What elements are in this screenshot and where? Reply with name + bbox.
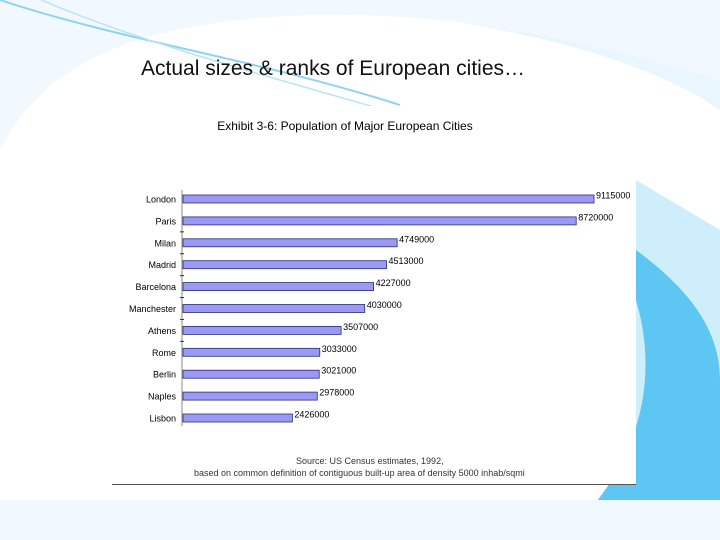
data-label: 4513000 [388, 256, 423, 266]
data-label: 4030000 [367, 300, 402, 310]
data-label: 3021000 [321, 366, 356, 376]
decorative-curve-line [0, 0, 401, 106]
category-label: London [146, 195, 176, 205]
category-label: Rome [152, 348, 176, 358]
bar [182, 325, 342, 335]
category-label: Berlin [153, 370, 176, 380]
light-bottom-band [0, 500, 720, 540]
population-bar-chart: Exhibit 3-6: Population of Major Europea… [129, 119, 630, 478]
bar [182, 282, 374, 292]
category-label: Lisbon [149, 414, 176, 424]
bar [182, 260, 387, 270]
bars-layer: London 9115000 Paris 8720000 Milan 4749000 Mad… [129, 191, 630, 424]
decorative-curve-line-2 [39, 0, 421, 121]
bar [182, 194, 595, 204]
source-note-2: based on common definition of contiguous… [194, 468, 525, 478]
chart-title: Exhibit 3-6: Population of Major Europea… [217, 119, 472, 133]
bar [182, 216, 577, 226]
data-label: 2978000 [319, 388, 354, 398]
bar [182, 347, 321, 357]
category-label: Manchester [129, 304, 176, 314]
category-label: Athens [148, 326, 177, 336]
data-label: 4749000 [399, 234, 434, 244]
source-note: Source: US Census estimates, 1992, [296, 456, 444, 466]
data-label: 2426000 [294, 410, 329, 420]
category-label: Naples [148, 392, 177, 402]
slide-title: Actual sizes & ranks of European cities… [141, 57, 526, 80]
category-label: Milan [154, 238, 176, 248]
light-blue-corner-swoosh [0, 0, 720, 150]
category-label: Barcelona [135, 282, 176, 292]
data-label: 3033000 [322, 344, 357, 354]
bar [182, 238, 398, 248]
blue-swoosh-shape [560, 250, 720, 540]
category-label: Madrid [148, 260, 176, 270]
data-label: 4227000 [376, 278, 411, 288]
data-label: 8720000 [578, 212, 613, 222]
data-label: 3507000 [343, 322, 378, 332]
chart-panel: Exhibit 3-6: Population of Major Europea… [112, 106, 636, 485]
category-label: Paris [155, 216, 176, 226]
bar [182, 369, 320, 379]
data-label: 9115000 [596, 191, 630, 201]
bar [182, 304, 366, 313]
bar [182, 413, 293, 423]
bar [182, 391, 318, 401]
